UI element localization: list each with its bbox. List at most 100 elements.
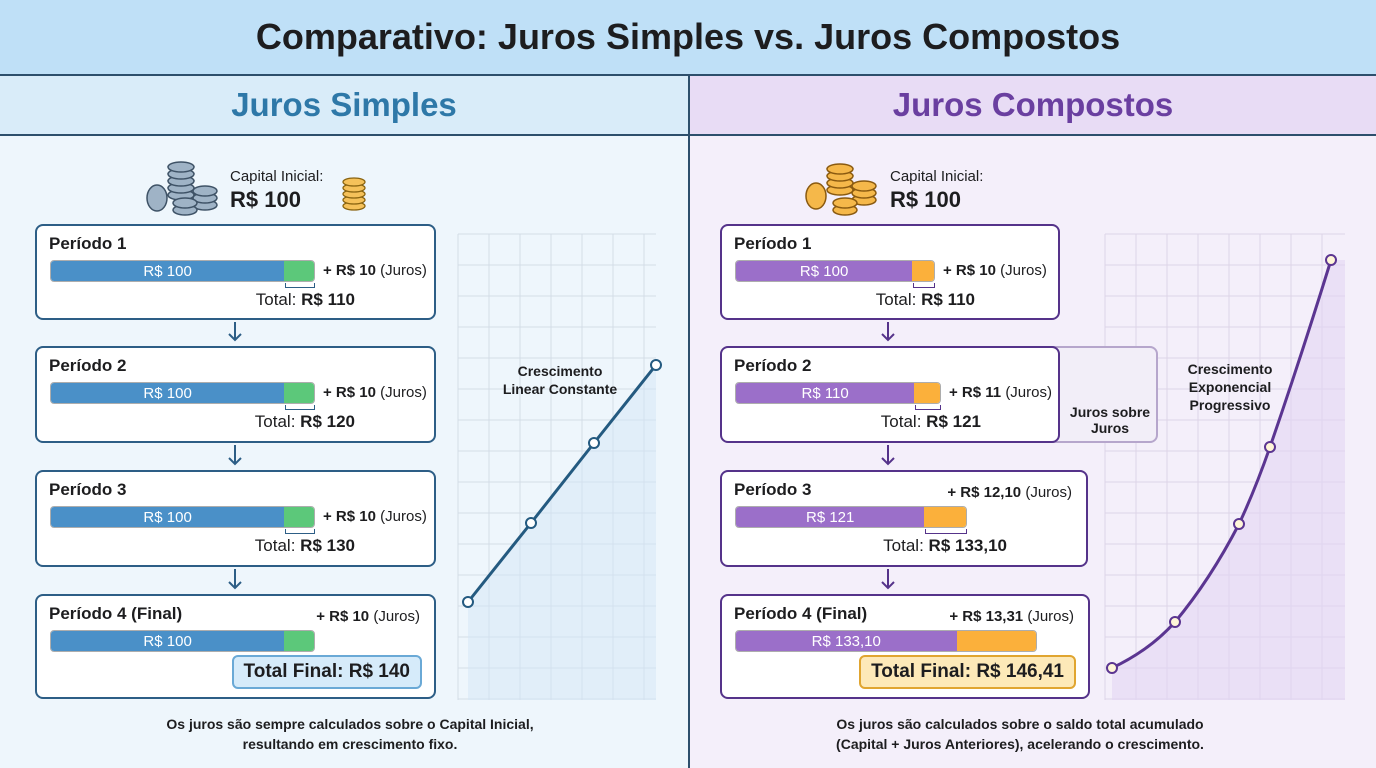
chart-label-line: Progressivo (1189, 397, 1271, 413)
period-card: Período 3 R$ 100 + R$ 10 (Juros) Total: R$ … (35, 470, 436, 567)
footnote-line: Os juros são calculados sobre o saldo to… (836, 716, 1204, 732)
capital-value: R$ 100 (890, 187, 961, 212)
decor-path (881, 322, 895, 342)
total-label: Total: (880, 412, 922, 431)
interest-note: (Juros) (380, 262, 427, 279)
decor-ellipse (851, 180, 877, 192)
period-label: Período 2 (734, 356, 812, 375)
balance-bar: R$ 110 (735, 382, 941, 404)
interest-note: (Juros) (380, 508, 427, 525)
balance-bar: R$ 133,10 (735, 630, 1037, 652)
callout-line: Juros sobre (1069, 404, 1151, 420)
interest-amount: + R$ 12,10 (947, 484, 1022, 501)
interest-text: + R$ 10 (Juros) (323, 506, 427, 528)
interest-amount: + R$ 10 (943, 262, 996, 279)
interest-bracket (285, 405, 315, 410)
principal-segment: R$ 110 (736, 383, 915, 403)
interest-bracket (915, 405, 941, 410)
decor-path (881, 445, 895, 466)
interest-text: + R$ 11 (Juros) (949, 382, 1052, 404)
interest-segment (284, 261, 314, 281)
total-label: Total: (875, 290, 917, 309)
balance-bar: R$ 100 (50, 506, 315, 528)
interest-text: + R$ 10 (Juros) (323, 382, 427, 404)
period-label: Período 4 (Final) (49, 604, 183, 623)
period-label: Período 2 (49, 356, 127, 375)
decor-ellipse (832, 197, 858, 209)
principal-segment: R$ 100 (736, 261, 913, 281)
total-text: Total: R$ 110 (876, 290, 975, 310)
page-title: Comparativo: Juros Simples vs. Juros Com… (0, 0, 1376, 76)
decor-ellipse (826, 163, 854, 175)
period-card: Período 4 (Final) R$ 100 + R$ 10 (Juros) To… (35, 594, 436, 699)
decor-ellipse (172, 197, 198, 209)
total-value: R$ 140 (348, 661, 410, 682)
point (1264, 441, 1276, 453)
growth-curve (1111, 259, 1333, 670)
total-value: R$ 110 (921, 290, 975, 309)
decor-ellipse (805, 182, 827, 210)
period-card: Período 2 R$ 110 + R$ 11 (Juros) Total: R$ … (720, 346, 1060, 443)
total-label: Total: (254, 412, 296, 431)
interest-text: + R$ 10 (Juros) (316, 608, 420, 625)
point (1233, 518, 1245, 530)
callout-line: Juros (1090, 420, 1130, 436)
total-label: Total: (883, 536, 924, 555)
interest-note: (Juros) (1005, 384, 1052, 401)
interest-note: (Juros) (380, 384, 427, 401)
interest-segment (284, 383, 314, 403)
total-value: R$ 120 (300, 412, 355, 431)
area-fill (1112, 260, 1345, 700)
callout-text: Juros sobre Juros (1060, 404, 1160, 436)
panel-heading: Juros Compostos (690, 76, 1376, 136)
coins-left (146, 161, 366, 216)
total-value: R$ 146,41 (976, 661, 1064, 682)
principal-segment: R$ 100 (51, 507, 285, 527)
decor-ellipse (192, 185, 218, 197)
total-text: Total: R$ 121 (881, 412, 981, 432)
interest-note: (Juros) (1027, 608, 1074, 625)
principal-segment: R$ 121 (736, 507, 925, 527)
decor-path (228, 445, 242, 466)
chart-label-line: Crescimento (517, 363, 603, 379)
balance-bar: R$ 100 (50, 260, 315, 282)
interest-segment (284, 631, 314, 651)
period-card: Período 2 R$ 100 + R$ 10 (Juros) Total: R$ … (35, 346, 436, 443)
coin-stack (146, 161, 218, 216)
balance-bar: R$ 121 (735, 506, 967, 528)
point (650, 359, 662, 371)
total-text: Total: R$ 120 (255, 412, 355, 432)
total-text: Total: R$ 110 (256, 290, 355, 310)
final-total: Total Final: R$ 146,41 (859, 655, 1076, 689)
coins-right (805, 163, 877, 216)
final-total: Total Final: R$ 140 (231, 655, 422, 689)
total-value: R$ 121 (926, 412, 981, 431)
interest-text: + R$ 13,31 (Juros) (949, 608, 1074, 625)
principal-segment: R$ 133,10 (736, 631, 957, 651)
growth-line (466, 364, 658, 603)
interest-bracket (925, 529, 967, 534)
point (1169, 616, 1181, 628)
chart-label-line: Crescimento (1187, 361, 1273, 377)
decor-ellipse (146, 184, 168, 212)
interest-text: + R$ 10 (Juros) (943, 260, 1047, 282)
line-points (462, 359, 662, 608)
footnote: Os juros são calculados sobre o saldo to… (770, 714, 1270, 754)
balance-bar: R$ 100 (50, 630, 315, 652)
point (525, 517, 537, 529)
interest-bracket (285, 529, 315, 534)
total-label: Total: (255, 290, 297, 309)
principal-segment: R$ 100 (51, 261, 285, 281)
interest-segment (284, 507, 314, 527)
curve-points (1106, 254, 1337, 674)
balance-bar: R$ 100 (735, 260, 935, 282)
principal-segment: R$ 100 (51, 631, 285, 651)
interest-segment (956, 631, 1036, 651)
interest-bracket (285, 283, 315, 288)
capital-label: Capital Inicial: (890, 168, 984, 185)
interest-amount: + R$ 10 (323, 262, 376, 279)
point (1325, 254, 1337, 266)
period-label: Período 3 (49, 480, 127, 499)
interest-note: (Juros) (1025, 484, 1072, 501)
arrows-right (881, 322, 895, 590)
